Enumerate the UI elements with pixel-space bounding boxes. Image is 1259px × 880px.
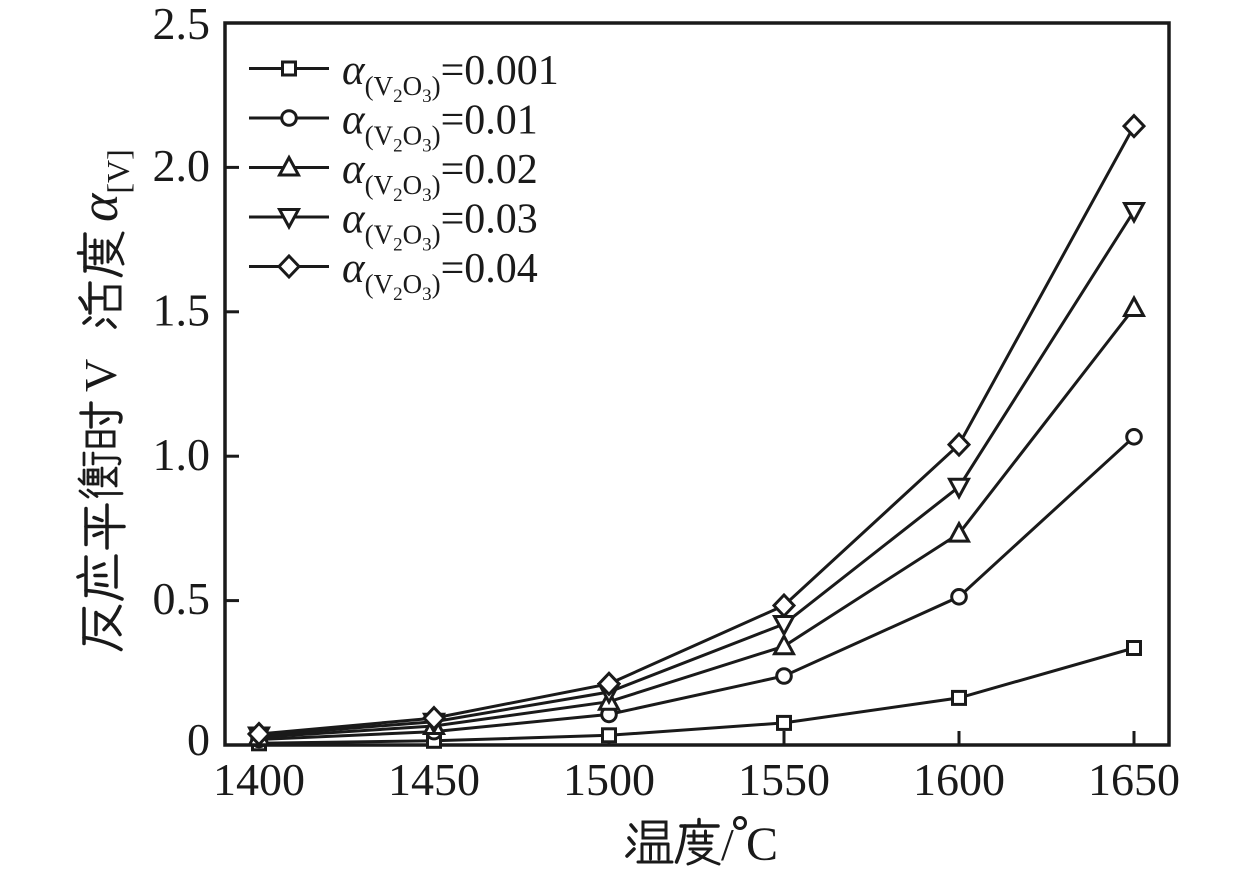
svg-text:1.5: 1.5 [153, 285, 211, 336]
svg-text:α(V2O3)=0.04: α(V2O3)=0.04 [342, 245, 538, 305]
svg-text:α(V2O3)=0.02: α(V2O3)=0.02 [342, 146, 538, 206]
svg-text:1600: 1600 [913, 754, 1005, 805]
svg-text:1400: 1400 [213, 754, 305, 805]
svg-text:0.5: 0.5 [153, 573, 211, 624]
svg-text:α(V2O3)=0.03: α(V2O3)=0.03 [342, 196, 538, 256]
svg-text:0: 0 [187, 714, 210, 765]
svg-text:α[V]: α[V] [69, 149, 136, 222]
svg-text:2.5: 2.5 [153, 0, 211, 49]
svg-text:1650: 1650 [1088, 754, 1180, 805]
svg-text:1450: 1450 [388, 754, 480, 805]
svg-text:V: V [75, 359, 126, 392]
svg-text:α(V2O3)=0.001: α(V2O3)=0.001 [342, 47, 559, 107]
svg-text:2.0: 2.0 [153, 140, 211, 191]
svg-text:1.0: 1.0 [153, 429, 211, 480]
svg-text:1550: 1550 [738, 754, 830, 805]
svg-text:C: C [746, 818, 778, 871]
svg-text:α(V2O3)=0.01: α(V2O3)=0.01 [342, 97, 538, 157]
svg-text:1500: 1500 [563, 754, 655, 805]
svg-text:/: / [721, 819, 734, 870]
